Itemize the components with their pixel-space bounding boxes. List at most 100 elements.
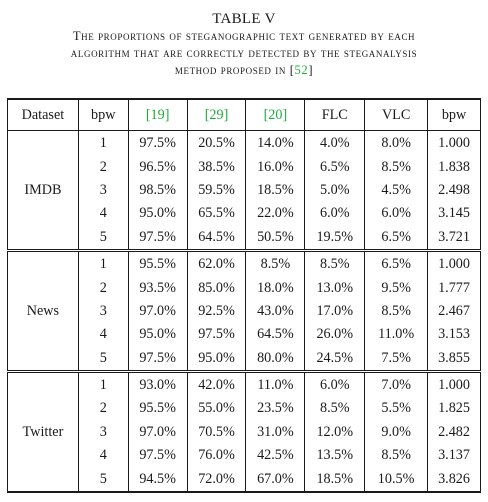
cell-ref19: 97.0% [127, 420, 188, 445]
header-row: Dataset bpw [19] [29] [20] FLC VLC bpw [7, 99, 481, 131]
cell-bpw-measured: 2.498 [427, 178, 481, 203]
cell-bpw: 4 [77, 444, 129, 468]
cell-vlc: 7.5% [364, 346, 429, 372]
cell-bpw: 1 [77, 250, 129, 277]
table-row: 4 97.5% 76.0% 42.5% 13.5% 8.5% 3.137 [8, 444, 481, 468]
cell-ref20: 18.0% [245, 276, 306, 300]
cell-bpw-measured: 3.153 [427, 323, 481, 347]
cell-vlc: 8.5% [364, 444, 429, 468]
cell-ref29: 72.0% [186, 467, 247, 492]
cell-bpw-measured: 3.145 [427, 202, 481, 226]
cell-ref29: 42.0% [186, 371, 247, 398]
cell-bpw: 4 [77, 202, 129, 226]
cell-bpw: 5 [77, 467, 129, 492]
cell-flc: 6.0% [304, 202, 366, 226]
cell-ref19: 95.5% [127, 397, 188, 421]
cell-ref19: 97.5% [127, 225, 188, 251]
cell-vlc: 7.0% [364, 371, 429, 398]
cell-bpw-measured: 3.826 [427, 467, 481, 492]
cell-vlc: 8.0% [364, 130, 429, 156]
cell-flc: 8.5% [304, 397, 366, 421]
cell-ref20: 8.5% [245, 250, 306, 277]
cell-ref19: 96.5% [127, 155, 188, 179]
cell-ref20: 64.5% [245, 323, 306, 347]
cell-bpw: 2 [77, 155, 129, 179]
cell-ref29: 38.5% [186, 155, 247, 179]
cell-ref29: 20.5% [186, 130, 247, 156]
header-bpw: bpw [77, 99, 129, 131]
cell-bpw: 4 [77, 323, 129, 347]
table-row: 5 97.5% 95.0% 80.0% 24.5% 7.5% 3.855 [8, 346, 481, 372]
cell-bpw: 5 [77, 225, 129, 251]
cell-ref29: 95.0% [186, 346, 247, 372]
header-citation-29[interactable]: [29] [186, 99, 247, 131]
cell-ref29: 59.5% [186, 178, 247, 203]
cell-ref29: 55.0% [186, 397, 247, 421]
cell-vlc: 10.5% [364, 467, 429, 492]
cell-ref19: 93.0% [127, 371, 188, 398]
table-row: 5 97.5% 64.5% 50.5% 19.5% 6.5% 3.721 [8, 225, 481, 251]
group-news: News 1 95.5% 62.0% 8.5% 8.5% 6.5% 1.000 2 93.5% 85… [7, 250, 481, 372]
cell-ref20: 31.0% [245, 420, 306, 445]
cell-flc: 17.0% [304, 299, 366, 324]
cell-bpw: 1 [77, 371, 129, 398]
cell-bpw-measured: 1.777 [427, 276, 481, 300]
cell-bpw: 5 [77, 346, 129, 372]
cell-ref20: 50.5% [245, 225, 306, 251]
cell-ref19: 95.0% [127, 323, 188, 347]
table-row: 2 96.5% 38.5% 16.0% 6.5% 8.5% 1.838 [8, 155, 481, 179]
cell-ref29: 85.0% [186, 276, 247, 300]
header-citation-20[interactable]: [20] [245, 99, 306, 131]
cell-ref29: 62.0% [186, 250, 247, 277]
table-row: 2 95.5% 55.0% 23.5% 8.5% 5.5% 1.825 [8, 397, 481, 421]
cell-bpw: 3 [77, 299, 129, 324]
cell-ref29: 76.0% [186, 444, 247, 468]
cell-ref20: 43.0% [245, 299, 306, 324]
table-row: 4 95.0% 65.5% 22.0% 6.0% 6.0% 3.145 [8, 202, 481, 226]
cell-vlc: 8.5% [364, 299, 429, 324]
cell-vlc: 9.5% [364, 276, 429, 300]
cell-vlc: 9.0% [364, 420, 429, 445]
dataset-label: News [7, 250, 79, 372]
cell-flc: 13.0% [304, 276, 366, 300]
cell-bpw-measured: 3.137 [427, 444, 481, 468]
cell-bpw-measured: 3.855 [427, 346, 481, 372]
cell-bpw-measured: 3.721 [427, 225, 481, 251]
cell-ref20: 42.5% [245, 444, 306, 468]
table-label: TABLE V [212, 11, 276, 27]
caption-line-3-prefix: method proposed in [ [174, 63, 295, 77]
cell-flc: 12.0% [304, 420, 366, 445]
cell-bpw-measured: 2.482 [427, 420, 481, 445]
cell-vlc: 6.5% [364, 225, 429, 251]
results-table: Dataset bpw [19] [29] [20] FLC VLC bpw I… [7, 98, 481, 493]
cell-ref19: 95.0% [127, 202, 188, 226]
cell-ref19: 97.5% [127, 444, 188, 468]
table-row: 3 97.0% 92.5% 43.0% 17.0% 8.5% 2.467 [8, 299, 481, 324]
cell-flc: 19.5% [304, 225, 366, 251]
cell-bpw: 3 [77, 420, 129, 445]
cell-vlc: 6.0% [364, 202, 429, 226]
cell-ref29: 64.5% [186, 225, 247, 251]
table-row: 5 94.5% 72.0% 67.0% 18.5% 10.5% 3.826 [8, 467, 481, 492]
caption-line-3-suffix: ] [308, 63, 314, 77]
caption-citation-link[interactable]: 52 [294, 63, 309, 77]
dataset-label: Twitter [7, 371, 79, 492]
header-citation-19[interactable]: [19] [127, 99, 188, 131]
table-row: 3 98.5% 59.5% 18.5% 5.0% 4.5% 2.498 [8, 178, 481, 203]
cell-ref29: 70.5% [186, 420, 247, 445]
cell-bpw: 3 [77, 178, 129, 203]
header-flc: FLC [304, 99, 366, 131]
cell-ref19: 98.5% [127, 178, 188, 203]
cell-flc: 13.5% [304, 444, 366, 468]
cell-ref29: 97.5% [186, 323, 247, 347]
cell-flc: 18.5% [304, 467, 366, 492]
cell-flc: 24.5% [304, 346, 366, 372]
table-row: IMDB 1 97.5% 20.5% 14.0% 4.0% 8.0% 1.000 [7, 130, 481, 251]
cell-ref20: 67.0% [245, 467, 306, 492]
dataset-label: IMDB [7, 130, 79, 251]
table-row: Twitter 1 93.0% 42.0% 11.0% 6.0% 7.0% 1.000 [7, 371, 481, 492]
cell-ref29: 92.5% [186, 299, 247, 324]
cell-vlc: 11.0% [364, 323, 429, 347]
cell-flc: 26.0% [304, 323, 366, 347]
table-row: 3 97.0% 70.5% 31.0% 12.0% 9.0% 2.482 [8, 420, 481, 445]
